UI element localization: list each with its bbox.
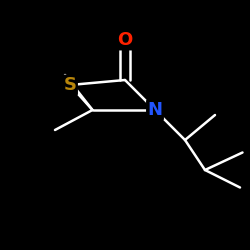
Text: S: S — [64, 76, 76, 94]
Text: O: O — [118, 31, 132, 49]
Text: N: N — [148, 101, 162, 119]
